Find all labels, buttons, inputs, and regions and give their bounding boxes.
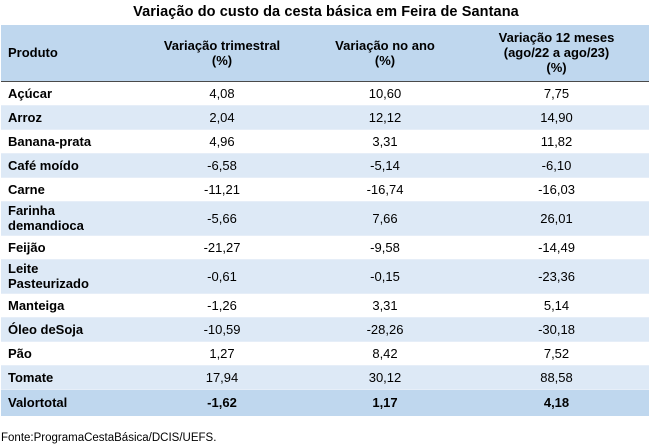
variacao-trimestral-cell: -5,66	[138, 201, 306, 236]
variacao-ano-cell: -5,14	[306, 153, 464, 178]
variacao-ano-cell: 30,12	[306, 365, 464, 390]
product-name-line: Banana-prata	[8, 133, 92, 149]
table-row: Leite Pasteurizado -0,61 -0,15 -23,36	[1, 259, 649, 294]
total-trimestral: -1,62	[138, 388, 306, 416]
variacao-trimestral-cell: -10,59	[138, 317, 306, 342]
variacao-trimestral-cell: 4,08	[138, 81, 306, 106]
table-row: Carne -11,21 -16,74 -16,03	[1, 177, 649, 202]
variacao-ano-cell: 12,12	[306, 105, 464, 130]
variacao-trimestral-cell: -1,26	[138, 293, 306, 318]
header-line: Variação 12 meses	[498, 30, 615, 46]
table-row: Arroz 2,04 12,12 14,90	[1, 105, 649, 130]
source-note: Fonte:ProgramaCestaBásica/DCIS/UEFS.	[1, 432, 217, 444]
product-name: Pão	[1, 341, 138, 366]
header-row: Produto Variação trimestral (%) Variação …	[1, 25, 649, 82]
total-ano: 1,17	[306, 388, 464, 416]
table-row: Óleo deSoja -10,59 -28,26 -30,18	[1, 317, 649, 342]
header-line: Variação trimestral	[163, 37, 281, 53]
variacao-12-meses-cell: 7,52	[464, 341, 649, 366]
product-name: Tomate	[1, 365, 138, 390]
product-name: Manteiga	[1, 293, 138, 318]
product-name-line: Carne	[8, 181, 45, 197]
table-row: Farinha demandioca -5,66 7,66 26,01	[1, 201, 649, 236]
product-name-line: Feijão	[8, 239, 46, 255]
header-variacao-no-ano: Variação no ano (%)	[306, 25, 464, 82]
header-line: (%)	[211, 52, 233, 68]
product-name-line: Leite	[8, 261, 39, 276]
variacao-ano-cell: -28,26	[306, 317, 464, 342]
price-variation-table: Produto Variação trimestral (%) Variação …	[1, 25, 649, 416]
table-row: Banana-prata 4,96 3,31 11,82	[1, 129, 649, 154]
variacao-trimestral-cell: -21,27	[138, 235, 306, 260]
product-name-line: Tomate	[8, 369, 54, 385]
product-name-line: Manteiga	[8, 297, 65, 313]
table-row: Feijão -21,27 -9,58 -14,49	[1, 235, 649, 260]
table-row: Tomate 17,94 30,12 88,58	[1, 365, 649, 390]
product-name-line: demandioca	[8, 218, 84, 233]
variacao-ano-cell: 7,66	[306, 201, 464, 236]
variacao-ano-cell: 10,60	[306, 81, 464, 106]
variacao-trimestral-cell: 2,04	[138, 105, 306, 130]
table-body: Açúcar 4,08 10,60 7,75 Arroz 2,04 12,12 14,90 Ba…	[1, 81, 649, 390]
product-name: Café moído	[1, 153, 138, 178]
table-row: Café moído -6,58 -5,14 -6,10	[1, 153, 649, 178]
header-line: Produto	[8, 45, 58, 61]
header-line: Variação no ano	[335, 37, 435, 53]
variacao-trimestral-cell: -11,21	[138, 177, 306, 202]
variacao-trimestral-cell: -6,58	[138, 153, 306, 178]
header-line: (%)	[546, 60, 567, 76]
variacao-ano-cell: 3,31	[306, 293, 464, 318]
product-name-line: Farinha	[8, 203, 55, 218]
header-variacao-trimestral: Variação trimestral (%)	[138, 25, 306, 82]
header-variacao-12-meses: Variação 12 meses (ago/22 a ago/23) (%)	[464, 25, 649, 82]
product-name: Leite Pasteurizado	[1, 259, 138, 294]
table-row: Manteiga -1,26 3,31 5,14	[1, 293, 649, 318]
product-name: Óleo deSoja	[1, 317, 138, 342]
variacao-12-meses-cell: 88,58	[464, 365, 649, 390]
variacao-ano-cell: 3,31	[306, 129, 464, 154]
header-line: (ago/22 a ago/23)	[503, 45, 610, 61]
product-name-line: Açúcar	[8, 85, 53, 101]
product-name-line: Arroz	[8, 109, 42, 125]
product-name-line: Pão	[8, 345, 32, 361]
variacao-12-meses-cell: -6,10	[464, 153, 649, 178]
product-name-line: Café moído	[8, 157, 79, 173]
total-doze-meses: 4,18	[464, 388, 649, 416]
table-row: Pão 1,27 8,42 7,52	[1, 341, 649, 366]
variacao-trimestral-cell: 4,96	[138, 129, 306, 154]
product-name-line: Óleo deSoja	[8, 321, 84, 337]
variacao-12-meses-cell: 26,01	[464, 201, 649, 236]
product-name: Feijão	[1, 235, 138, 260]
variacao-ano-cell: 8,42	[306, 341, 464, 366]
product-name: Farinha demandioca	[1, 201, 138, 236]
variacao-ano-cell: -0,15	[306, 259, 464, 294]
variacao-12-meses-cell: -23,36	[464, 259, 649, 294]
product-name-line: Pasteurizado	[8, 276, 89, 291]
header-line: (%)	[374, 52, 396, 68]
total-label: Valortotal	[1, 388, 138, 416]
variacao-12-meses-cell: -30,18	[464, 317, 649, 342]
product-name: Arroz	[1, 105, 138, 130]
variacao-ano-cell: -9,58	[306, 235, 464, 260]
variacao-12-meses-cell: 11,82	[464, 129, 649, 154]
product-name: Açúcar	[1, 81, 138, 106]
table-title: Variação do custo da cesta básica em Fei…	[133, 4, 519, 20]
product-name: Carne	[1, 177, 138, 202]
product-name: Banana-prata	[1, 129, 138, 154]
total-row: Valortotal -1,62 1,17 4,18	[1, 388, 649, 416]
variacao-trimestral-cell: 17,94	[138, 365, 306, 390]
variacao-trimestral-cell: -0,61	[138, 259, 306, 294]
table-row: Açúcar 4,08 10,60 7,75	[1, 81, 649, 106]
variacao-12-meses-cell: -14,49	[464, 235, 649, 260]
variacao-12-meses-cell: 5,14	[464, 293, 649, 318]
variacao-12-meses-cell: -16,03	[464, 177, 649, 202]
variacao-trimestral-cell: 1,27	[138, 341, 306, 366]
variacao-12-meses-cell: 7,75	[464, 81, 649, 106]
header-produto: Produto	[1, 25, 138, 82]
variacao-12-meses-cell: 14,90	[464, 105, 649, 130]
variacao-ano-cell: -16,74	[306, 177, 464, 202]
